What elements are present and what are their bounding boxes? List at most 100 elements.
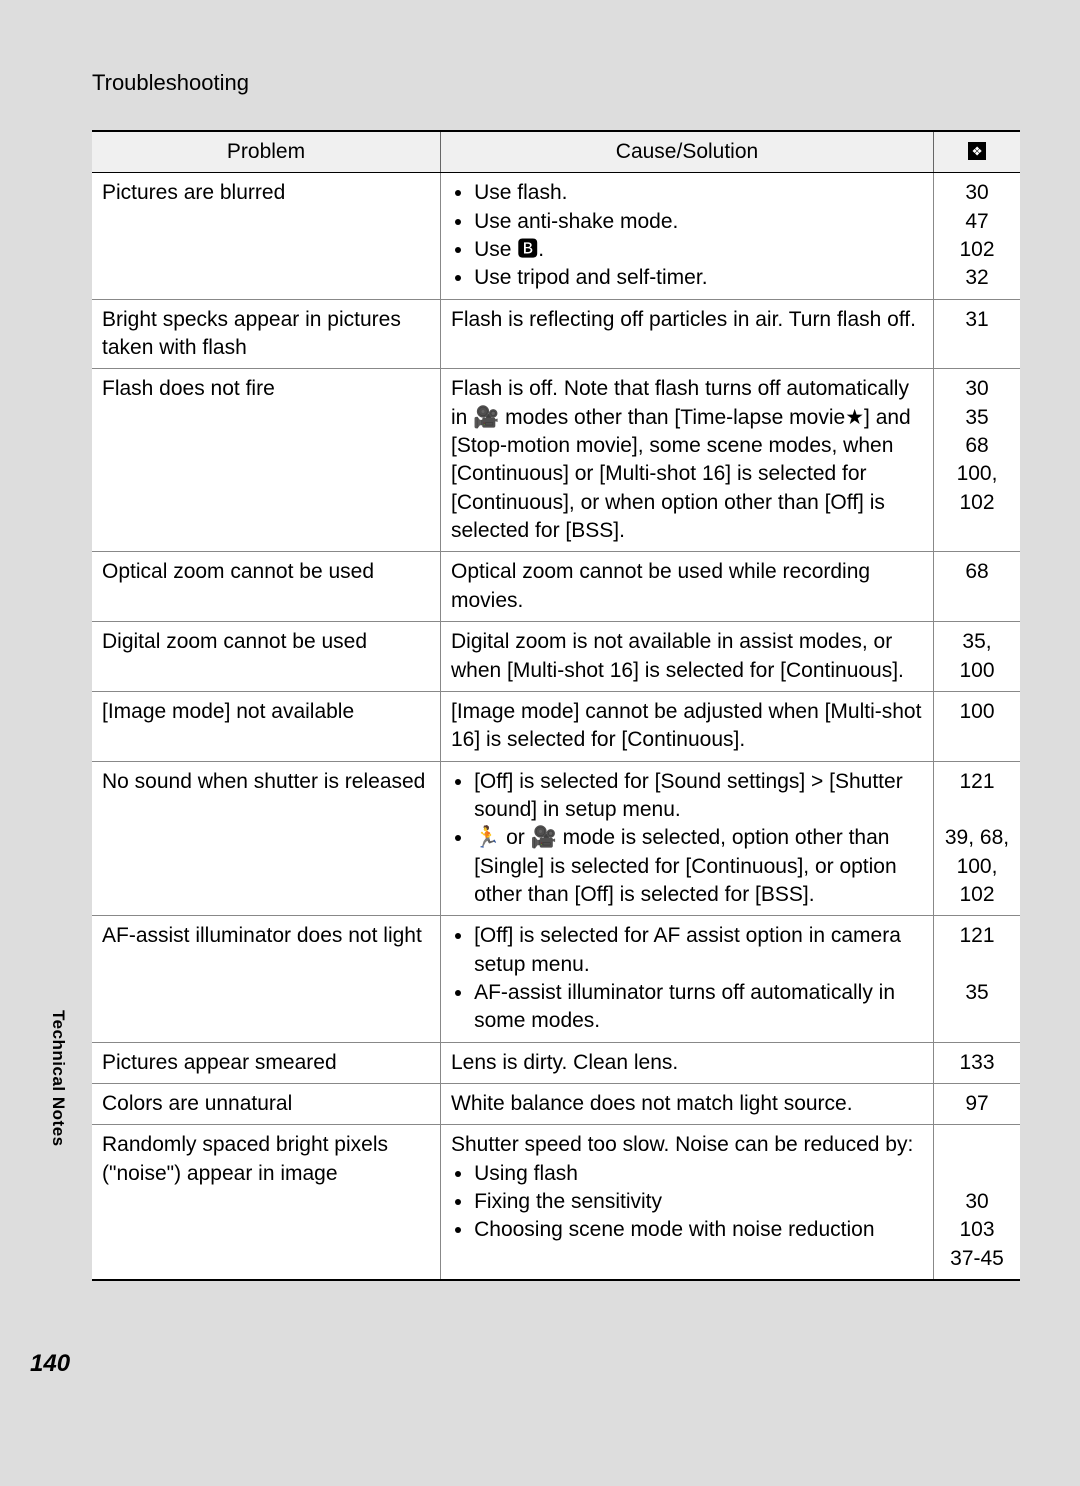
solution-bullet: Use 🅱︎. <box>474 236 923 264</box>
solution-bullet: Fixing the sensitivity <box>474 1188 923 1216</box>
solution-bullet: AF-assist illuminator turns off automati… <box>474 979 923 1036</box>
cell-problem: Flash does not fire <box>92 369 441 552</box>
cell-page-ref: 35,100 <box>934 622 1021 692</box>
cell-page-ref: 3010337-45 <box>934 1125 1021 1280</box>
solution-text: Digital zoom is not available in assist … <box>451 628 923 685</box>
thumb-tab <box>0 1146 40 1326</box>
troubleshooting-table: Problem Cause/Solution ❖ Pictures are bl… <box>92 130 1020 1281</box>
section-title: Troubleshooting <box>92 70 1020 96</box>
cell-solution: Lens is dirty. Clean lens. <box>441 1042 934 1083</box>
page-ref: 100, <box>944 460 1010 488</box>
cell-problem: No sound when shutter is released <box>92 761 441 916</box>
solution-text: White balance does not match light sourc… <box>451 1090 923 1118</box>
page-ref-icon: ❖ <box>968 140 986 163</box>
table-header-row: Problem Cause/Solution ❖ <box>92 131 1020 173</box>
sidebar-section-label: Technical Notes <box>48 1010 68 1147</box>
cell-solution: [Image mode] cannot be adjusted when [Mu… <box>441 691 934 761</box>
solution-text: Optical zoom cannot be used while record… <box>451 558 923 615</box>
cell-page-ref: 304710232 <box>934 173 1021 299</box>
cell-solution: Use flash.Use anti-shake mode.Use 🅱︎.Use… <box>441 173 934 299</box>
page-ref: 30 <box>944 1188 1010 1216</box>
table-row: Pictures are blurredUse flash.Use anti-s… <box>92 173 1020 299</box>
cell-solution: Optical zoom cannot be used while record… <box>441 552 934 622</box>
page-ref: 102 <box>944 236 1010 264</box>
solution-text: Flash is reflecting off particles in air… <box>451 306 923 334</box>
page-ref: 100, <box>944 853 1010 881</box>
table-row: Optical zoom cannot be usedOptical zoom … <box>92 552 1020 622</box>
solution-text: Flash is off. Note that flash turns off … <box>451 375 923 545</box>
cell-problem: Bright specks appear in pictures taken w… <box>92 299 441 369</box>
page-ref: 35, <box>944 628 1010 656</box>
page-ref: 133 <box>944 1049 1010 1077</box>
table-row: AF-assist illuminator does not light [Off… <box>92 916 1020 1042</box>
solution-bullet: Use tripod and self-timer. <box>474 264 923 292</box>
cell-problem: [Image mode] not available <box>92 691 441 761</box>
header-solution: Cause/Solution <box>441 131 934 173</box>
page-ref: 30 <box>944 179 1010 207</box>
cell-page-ref: 121 39, 68,100,102 <box>934 761 1021 916</box>
page-ref: 37-45 <box>944 1245 1010 1273</box>
page-number: 140 <box>30 1350 70 1378</box>
solution-text: [Image mode] cannot be adjusted when [Mu… <box>451 698 923 755</box>
page-ref: 35 <box>944 979 1010 1007</box>
manual-page: Troubleshooting Problem Cause/Solution ❖… <box>0 0 1080 1396</box>
solution-bullet: Using flash <box>474 1160 923 1188</box>
cell-problem: Pictures are blurred <box>92 173 441 299</box>
page-ref <box>944 951 1010 979</box>
solution-bullet: [Off] is selected for AF assist option i… <box>474 922 923 979</box>
page-ref: 100 <box>944 698 1010 726</box>
page-ref: 68 <box>944 432 1010 460</box>
table-row: Pictures appear smearedLens is dirty. Cl… <box>92 1042 1020 1083</box>
cell-page-ref: 97 <box>934 1083 1021 1124</box>
page-ref: 32 <box>944 264 1010 292</box>
cell-page-ref: 100 <box>934 691 1021 761</box>
page-ref: 97 <box>944 1090 1010 1118</box>
page-ref: 102 <box>944 881 1010 909</box>
cell-page-ref: 303568100,102 <box>934 369 1021 552</box>
cell-problem: AF-assist illuminator does not light <box>92 916 441 1042</box>
page-ref <box>944 1160 1010 1188</box>
solution-bullets: Using flashFixing the sensitivityChoosin… <box>451 1160 923 1245</box>
cell-page-ref: 121 35 <box>934 916 1021 1042</box>
solution-bullet: Use flash. <box>474 179 923 207</box>
solution-bullet: 🏃 or 🎥 mode is selected, option other th… <box>474 824 923 909</box>
solution-bullets: [Off] is selected for AF assist option i… <box>451 922 923 1035</box>
header-problem: Problem <box>92 131 441 173</box>
cell-problem: Colors are unnatural <box>92 1083 441 1124</box>
page-ref: 103 <box>944 1216 1010 1244</box>
cell-solution: White balance does not match light sourc… <box>441 1083 934 1124</box>
cell-problem: Optical zoom cannot be used <box>92 552 441 622</box>
page-ref: 102 <box>944 489 1010 517</box>
table-row: Colors are unnatural White balance does n… <box>92 1083 1020 1124</box>
solution-bullet: Use anti-shake mode. <box>474 208 923 236</box>
page-ref: 30 <box>944 375 1010 403</box>
page-ref: 121 <box>944 922 1010 950</box>
page-ref: 31 <box>944 306 1010 334</box>
solution-bullet: Choosing scene mode with noise reduction <box>474 1216 923 1244</box>
table-row: Bright specks appear in pictures taken w… <box>92 299 1020 369</box>
solution-line: Shutter speed too slow. Noise can be red… <box>451 1131 923 1159</box>
cell-page-ref: 133 <box>934 1042 1021 1083</box>
cell-solution: [Off] is selected for AF assist option i… <box>441 916 934 1042</box>
cell-solution: Flash is off. Note that flash turns off … <box>441 369 934 552</box>
solution-bullet: [Off] is selected for [Sound settings] >… <box>474 768 923 825</box>
table-row: Digital zoom cannot be usedDigital zoom … <box>92 622 1020 692</box>
page-ref <box>944 1131 1010 1159</box>
svg-text:❖: ❖ <box>971 145 982 159</box>
page-ref: 47 <box>944 208 1010 236</box>
page-ref: 121 <box>944 768 1010 796</box>
cell-problem: Pictures appear smeared <box>92 1042 441 1083</box>
solution-bullets: Use flash.Use anti-shake mode.Use 🅱︎.Use… <box>451 179 923 292</box>
page-ref: 35 <box>944 404 1010 432</box>
table-row: No sound when shutter is released [Off] i… <box>92 761 1020 916</box>
table-row: Flash does not fireFlash is off. Note th… <box>92 369 1020 552</box>
header-page-icon: ❖ <box>934 131 1021 173</box>
cell-page-ref: 31 <box>934 299 1021 369</box>
cell-problem: Randomly spaced bright pixels ("noise") … <box>92 1125 441 1280</box>
cell-page-ref: 68 <box>934 552 1021 622</box>
page-ref: 68 <box>944 558 1010 586</box>
cell-solution: Shutter speed too slow. Noise can be red… <box>441 1125 934 1280</box>
cell-solution: [Off] is selected for [Sound settings] >… <box>441 761 934 916</box>
cell-solution: Digital zoom is not available in assist … <box>441 622 934 692</box>
page-ref <box>944 796 1010 824</box>
